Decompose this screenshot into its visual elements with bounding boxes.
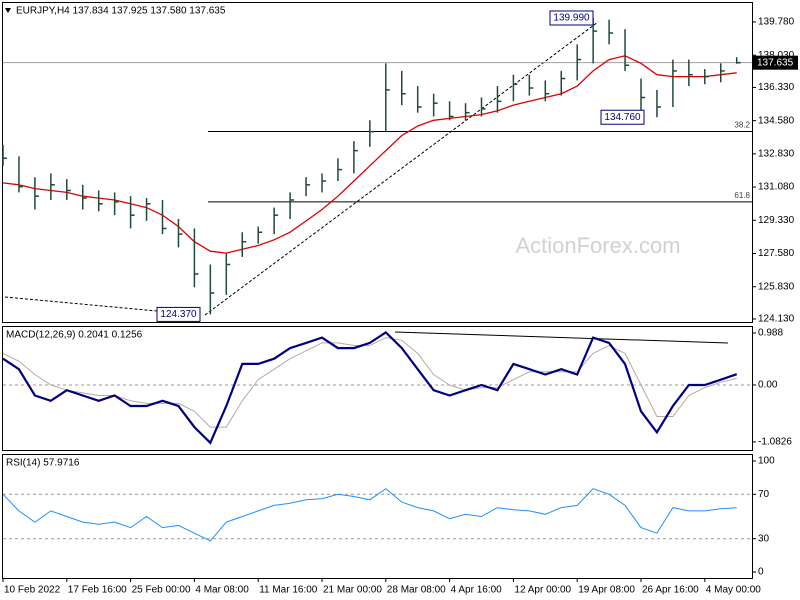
macd-panel [2, 326, 753, 451]
x-tick-label: 12 Apr 00:00 [514, 585, 571, 596]
y-tick-label: 127.580 [758, 248, 795, 259]
y-tick-label: -1.0826 [758, 437, 792, 448]
x-tick-label: 21 Mar 00:00 [323, 585, 382, 596]
y-tick-label: 132.830 [758, 149, 795, 160]
panel-title: RSI(14) 57.9716 [6, 458, 80, 469]
x-tick-label: 28 Mar 08:00 [387, 585, 446, 596]
x-tick-label: 25 Feb 00:00 [132, 585, 191, 596]
menu-arrow [5, 8, 11, 13]
last-price-label: 137.635 [757, 57, 794, 68]
annotation-label: 139.990 [553, 13, 590, 24]
y-tick-label: 138.030 [758, 50, 795, 61]
y-tick-label: 0.988 [758, 328, 783, 339]
annotation-box [156, 306, 201, 322]
trend-line [204, 21, 599, 316]
y-tick-label: 0 [758, 567, 764, 578]
fib-label: 61.8 [734, 191, 750, 200]
macd-main [2, 330, 738, 445]
annotation-label: 124.370 [160, 309, 197, 320]
panel-title: MACD(12,26,9) 0.2041 0.1256 [6, 330, 143, 341]
x-tick-label: 26 Apr 16:00 [642, 585, 699, 596]
last-price-box [753, 55, 798, 70]
y-tick-label: 0.00 [758, 380, 778, 391]
moving-average [2, 55, 737, 254]
divergence-line [394, 331, 729, 344]
trend-line [4, 296, 201, 316]
y-tick-label: 30 [758, 533, 770, 544]
x-tick-label: 19 Apr 08:00 [578, 585, 635, 596]
x-tick-label: 4 Mar 08:00 [195, 585, 249, 596]
annotation-box [600, 109, 645, 125]
annotation-label: 134.760 [604, 112, 641, 123]
panel-title: EURJPY,H4 137.834 137.925 137.580 137.63… [16, 6, 226, 17]
x-tick-label: 17 Feb 16:00 [68, 585, 127, 596]
x-tick-label: 11 Mar 16:00 [259, 585, 318, 596]
y-tick-label: 139.780 [758, 17, 795, 28]
y-tick-label: 124.130 [758, 314, 795, 325]
y-tick-label: 70 [758, 489, 770, 500]
y-tick-label: 129.330 [758, 215, 795, 226]
watermark: ActionForex.com [515, 233, 680, 258]
y-tick-label: 136.330 [758, 82, 795, 93]
y-tick-label: 134.580 [758, 115, 795, 126]
y-tick-label: 131.080 [758, 182, 795, 193]
fib-label: 38.2 [734, 121, 750, 130]
y-tick-label: 125.830 [758, 281, 795, 292]
rsi-line [2, 488, 737, 542]
x-tick-label: 10 Feb 2022 [4, 585, 61, 596]
x-tick-label: 4 May 00:00 [706, 585, 761, 596]
annotation-box [549, 10, 594, 26]
rsi-panel [2, 454, 753, 579]
y-tick-label: 100 [758, 456, 775, 467]
x-tick-label: 4 Apr 16:00 [451, 585, 503, 596]
